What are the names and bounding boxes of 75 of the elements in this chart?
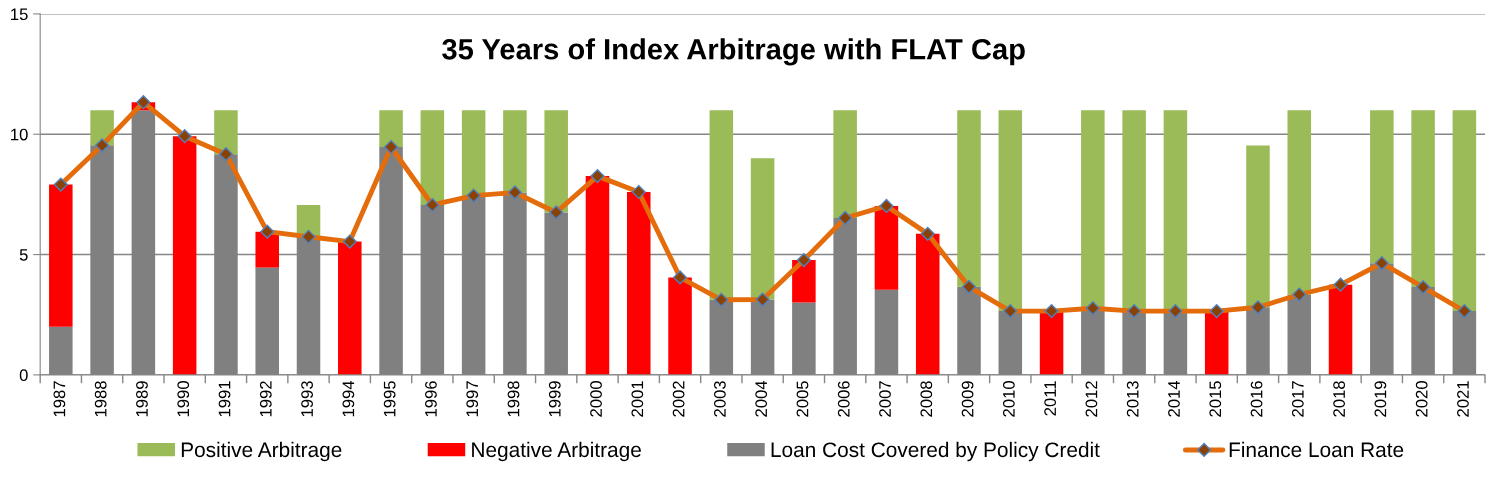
bar xyxy=(461,110,486,196)
x-tick-label: 2019 xyxy=(1374,381,1387,417)
x-tick-label: 2001 xyxy=(631,381,644,417)
bar xyxy=(750,158,775,300)
bar xyxy=(874,205,899,290)
x-tick-label: 1994 xyxy=(342,380,355,417)
bar xyxy=(1204,311,1229,375)
x-tick-label: 1995 xyxy=(383,381,396,417)
x-tick-label: 2013 xyxy=(1126,381,1139,417)
y-tick-label: 5 xyxy=(19,249,28,261)
bar xyxy=(626,191,651,375)
bar xyxy=(1246,145,1270,308)
x-tick-label: 2021 xyxy=(1457,381,1469,417)
bar xyxy=(668,277,692,375)
bar xyxy=(1411,110,1435,288)
x-tick-label: 1990 xyxy=(177,381,190,417)
bar xyxy=(420,110,445,205)
bar xyxy=(1039,311,1064,375)
legend-label: Finance Loan Rate xyxy=(1229,441,1404,458)
legend-label: Negative Arbitrage xyxy=(472,441,641,462)
bar xyxy=(379,110,403,147)
x-tick-label: 2012 xyxy=(1085,381,1098,417)
bar xyxy=(1163,110,1188,312)
bar xyxy=(998,110,1023,312)
bar xyxy=(709,110,734,300)
x-tick-label: 2007 xyxy=(879,381,891,417)
x-tick-label: 2016 xyxy=(1250,381,1263,417)
bar xyxy=(833,110,857,218)
y-tick-label: 0 xyxy=(19,369,28,382)
x-tick-label: 2015 xyxy=(1209,381,1222,417)
legend-label: Positive Arbitrage xyxy=(181,441,342,462)
bar xyxy=(957,110,981,287)
x-tick-label: 1988 xyxy=(94,381,107,417)
bar xyxy=(1122,110,1146,312)
x-tick-label: 2003 xyxy=(713,381,726,417)
bar xyxy=(255,231,279,268)
legend-label: Loan Cost Covered by Policy Credit xyxy=(771,441,1100,462)
x-tick-label: 2004 xyxy=(755,380,768,417)
x-tick-label: 2002 xyxy=(672,381,685,417)
bar xyxy=(172,136,197,375)
y-tick-label: 10 xyxy=(11,128,28,141)
x-tick-label: 1989 xyxy=(136,381,148,417)
bar xyxy=(49,184,73,327)
x-tick-label: 1997 xyxy=(466,381,479,417)
bar xyxy=(1328,284,1353,375)
x-tick-label: 1999 xyxy=(548,381,561,417)
x-tick-label: 1998 xyxy=(507,381,520,417)
bar xyxy=(1287,110,1312,295)
bar xyxy=(503,110,527,193)
x-tick-label: 1992 xyxy=(259,381,272,417)
bar xyxy=(585,176,610,375)
x-tick-label: 2014 xyxy=(1168,380,1180,417)
x-tick-label: 1991 xyxy=(218,381,231,417)
x-tick-label: 1993 xyxy=(301,381,313,417)
x-tick-label: 1987 xyxy=(53,381,66,417)
x-tick-label: 2000 xyxy=(590,381,602,417)
bar xyxy=(338,241,362,375)
x-tick-label: 2017 xyxy=(1291,381,1304,417)
x-tick-label: 2011 xyxy=(1044,381,1057,416)
x-tick-label: 2009 xyxy=(961,381,974,417)
x-tick-label: 2008 xyxy=(920,381,933,417)
bar xyxy=(915,233,940,375)
x-tick-label: 2018 xyxy=(1333,381,1346,417)
x-tick-label: 2020 xyxy=(1415,381,1428,417)
x-tick-label: 2010 xyxy=(1002,381,1015,417)
y-tick-label: 15 xyxy=(11,8,28,21)
text: 35 Years of Index Arbitrage with FLAT Cap xyxy=(442,38,1025,66)
bar xyxy=(544,110,568,213)
x-tick-label: 1996 xyxy=(425,381,437,417)
x-tick-label: 2006 xyxy=(837,381,850,417)
bar xyxy=(1081,110,1105,309)
x-tick-label: 2005 xyxy=(796,381,809,417)
bar xyxy=(214,110,238,155)
bar xyxy=(1452,110,1477,312)
bar xyxy=(1370,110,1394,264)
